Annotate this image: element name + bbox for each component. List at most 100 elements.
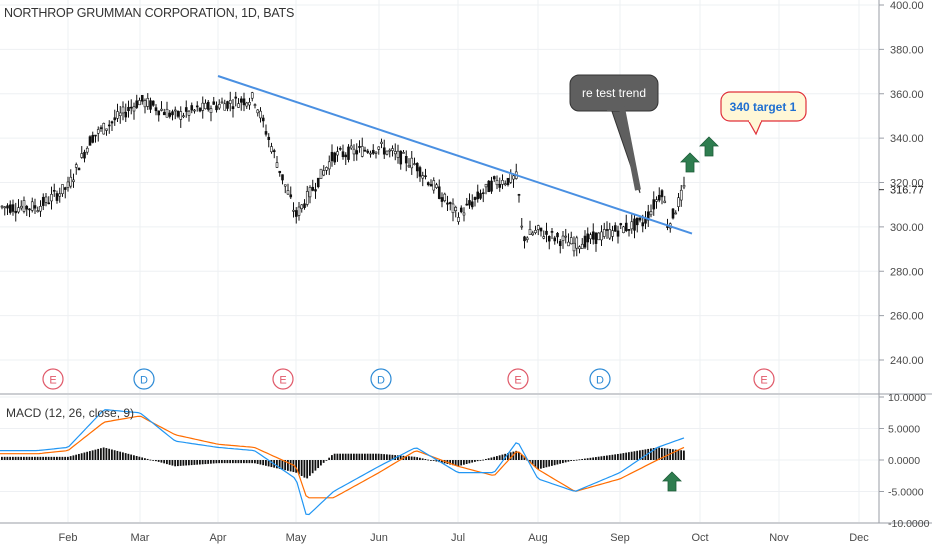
macd-histogram-bar bbox=[507, 453, 509, 460]
macd-histogram-bar bbox=[361, 453, 364, 460]
up-arrow-icon-shape bbox=[662, 471, 682, 492]
event-letter: E bbox=[514, 375, 521, 387]
macd-histogram-bar bbox=[413, 456, 416, 460]
price-candle bbox=[28, 208, 31, 211]
macd-histogram-bar bbox=[512, 451, 515, 460]
macd-histogram-bar bbox=[100, 448, 102, 460]
macd-histogram-bar bbox=[144, 458, 146, 460]
macd-histogram-bar bbox=[226, 460, 229, 464]
price-candle bbox=[501, 180, 504, 185]
price-candle bbox=[633, 218, 636, 231]
macd-histogram-bar bbox=[207, 460, 210, 464]
macd-histogram-bar bbox=[168, 460, 171, 465]
price-candle bbox=[176, 110, 180, 117]
dividend-event-marker: D bbox=[589, 368, 611, 390]
price-candle bbox=[470, 201, 474, 208]
price-candle bbox=[377, 146, 381, 150]
price-candle bbox=[272, 150, 276, 153]
macd-histogram-bar bbox=[141, 457, 144, 460]
macd-histogram-bar bbox=[122, 452, 124, 460]
macd-histogram-bar bbox=[509, 452, 512, 460]
event-letter: D bbox=[140, 375, 148, 387]
price-candle bbox=[316, 177, 320, 188]
macd-histogram-bar bbox=[262, 460, 265, 466]
macd-histogram-bar bbox=[537, 460, 540, 470]
macd-histogram-bar bbox=[78, 453, 80, 460]
price-candle bbox=[80, 153, 84, 158]
price-candle bbox=[539, 227, 543, 232]
macd-histogram-bar bbox=[606, 455, 608, 460]
price-candle bbox=[173, 109, 177, 112]
macd-histogram-bar bbox=[619, 453, 622, 460]
price-candle bbox=[300, 204, 304, 209]
price-candle bbox=[465, 203, 469, 206]
macd-histogram-bar bbox=[405, 456, 408, 460]
price-candle bbox=[380, 141, 383, 144]
price-candle bbox=[275, 162, 279, 168]
macd-histogram-bar bbox=[647, 448, 650, 460]
macd-histogram-bar bbox=[292, 460, 295, 473]
price-candle bbox=[358, 146, 361, 148]
macd-histogram-bar bbox=[336, 453, 339, 460]
price-candle bbox=[443, 193, 447, 201]
macd-histogram-bar bbox=[56, 456, 58, 460]
macd-histogram-bar bbox=[31, 456, 34, 460]
macd-histogram-bar bbox=[476, 460, 479, 462]
price-candle bbox=[212, 101, 216, 105]
macd-histogram-bar bbox=[127, 453, 130, 460]
macd-histogram-bar bbox=[152, 460, 155, 461]
retest-callout: re test trend bbox=[569, 74, 659, 194]
macd-histogram-bar bbox=[548, 460, 551, 467]
macd-histogram-bar bbox=[17, 456, 20, 460]
price-candle bbox=[250, 92, 254, 99]
macd-histogram-bar bbox=[474, 460, 476, 462]
price-candle bbox=[314, 189, 317, 192]
macd-histogram-bar bbox=[595, 457, 597, 460]
price-candle bbox=[297, 206, 301, 216]
macd-histogram-bar bbox=[265, 460, 267, 466]
macd-histogram-bar bbox=[45, 456, 47, 460]
price-candle bbox=[294, 210, 298, 217]
macd-histogram-bar bbox=[157, 460, 160, 462]
macd-histogram-bar bbox=[83, 452, 86, 460]
macd-histogram-bar bbox=[677, 449, 680, 460]
macd-histogram-bar bbox=[375, 453, 377, 460]
price-candle bbox=[435, 184, 438, 188]
price-candle bbox=[580, 243, 584, 249]
macd-axis-label: -5.0000 bbox=[888, 487, 924, 499]
macd-histogram-bar bbox=[331, 455, 333, 460]
macd-histogram-bar bbox=[529, 460, 531, 463]
macd-histogram-bar bbox=[14, 456, 17, 460]
price-candle bbox=[30, 201, 34, 211]
price-candle bbox=[619, 223, 623, 226]
price-candle bbox=[674, 212, 678, 215]
price-candle bbox=[525, 237, 529, 240]
macd-histogram-bar bbox=[471, 460, 474, 463]
macd-histogram-bar bbox=[468, 460, 471, 464]
macd-histogram-bar bbox=[295, 460, 298, 473]
price-candle bbox=[22, 200, 26, 212]
last-price-label: 316.77 bbox=[890, 185, 924, 197]
price-candle bbox=[41, 196, 45, 206]
macd-histogram-bar bbox=[248, 460, 251, 464]
price-candle bbox=[352, 148, 356, 155]
price-candle bbox=[19, 205, 23, 209]
macd-histogram-bar bbox=[322, 460, 325, 463]
macd-histogram-bar bbox=[149, 459, 152, 461]
macd-histogram-bar bbox=[542, 460, 545, 468]
macd-histogram-bar bbox=[655, 447, 658, 460]
macd-histogram-bar bbox=[597, 456, 600, 460]
macd-histogram-bar bbox=[86, 451, 89, 460]
price-candle bbox=[597, 232, 601, 241]
target-callout: 340 target 1 bbox=[720, 91, 807, 136]
macd-histogram-bar bbox=[551, 460, 553, 466]
price-candle bbox=[448, 202, 452, 205]
price-candle bbox=[583, 235, 587, 248]
price-candle bbox=[237, 103, 240, 108]
macd-histogram-bar bbox=[39, 456, 42, 460]
macd-histogram-bar bbox=[556, 460, 559, 465]
price-candle bbox=[129, 106, 133, 109]
macd-histogram-bar bbox=[666, 448, 669, 460]
price-candle bbox=[616, 230, 620, 237]
